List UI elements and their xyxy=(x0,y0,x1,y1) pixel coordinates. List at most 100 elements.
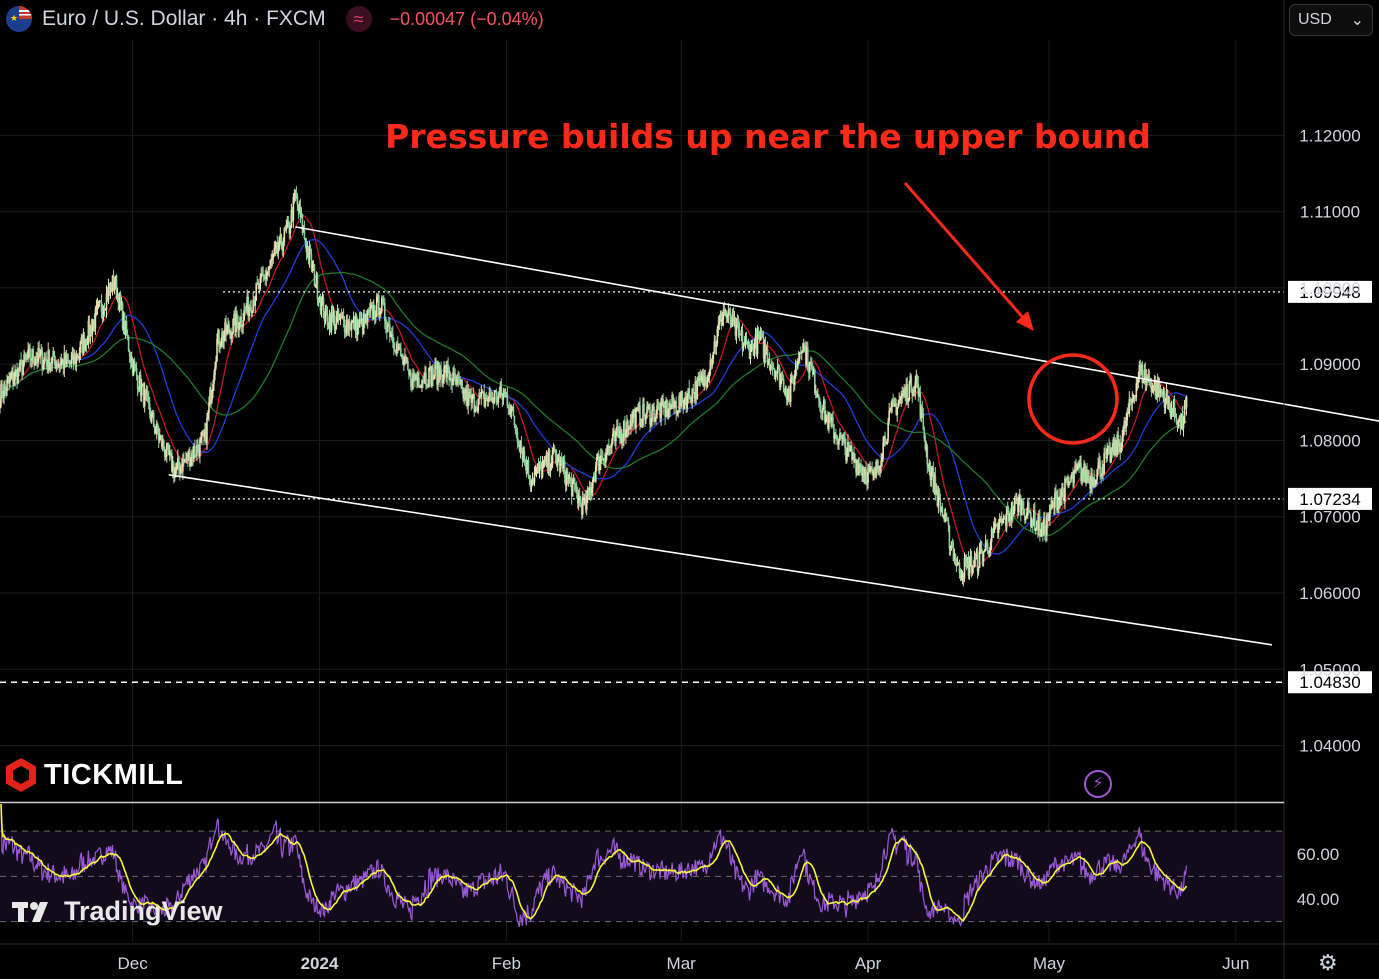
candle xyxy=(789,379,792,402)
candle xyxy=(1059,495,1061,507)
candle xyxy=(633,411,635,415)
candle xyxy=(594,465,597,482)
candle xyxy=(665,399,667,417)
candle xyxy=(1141,364,1144,384)
candle xyxy=(562,461,565,469)
candle xyxy=(653,406,655,422)
candle xyxy=(471,395,474,403)
candle xyxy=(1148,376,1151,382)
rsi-tick-label: 40.00 xyxy=(1297,890,1340,909)
currency-selector[interactable]: USD ⌄ xyxy=(1289,4,1373,36)
candle xyxy=(84,340,87,350)
candle xyxy=(304,237,307,244)
candle xyxy=(941,507,944,517)
candle xyxy=(31,349,33,361)
candle xyxy=(588,487,591,493)
candle xyxy=(855,459,857,473)
candle xyxy=(1136,382,1139,384)
candle xyxy=(428,367,430,388)
candle xyxy=(385,320,387,326)
candle xyxy=(405,356,407,364)
candle xyxy=(324,308,327,322)
horizontal-levels: 1.09948 1.07234 1.04830 xyxy=(0,280,1372,694)
candle xyxy=(98,300,101,304)
candle xyxy=(128,350,131,357)
candle xyxy=(208,402,210,414)
candle xyxy=(176,462,178,469)
candle xyxy=(810,365,813,369)
candle xyxy=(583,498,586,504)
candle xyxy=(188,450,190,461)
candle xyxy=(309,248,312,254)
candle xyxy=(326,314,329,327)
candle xyxy=(190,459,192,467)
candle xyxy=(96,305,99,308)
candle xyxy=(325,308,328,315)
candle xyxy=(334,324,337,329)
candle xyxy=(1037,521,1039,531)
candle xyxy=(106,293,109,301)
tickmill-logo: TICKMILL xyxy=(4,757,183,793)
candle xyxy=(153,426,156,434)
wave-icon[interactable]: ≈ xyxy=(345,6,372,32)
y-tick-label: 1.09000 xyxy=(1299,355,1360,374)
candle xyxy=(68,360,71,364)
candle xyxy=(861,468,863,476)
candle xyxy=(909,376,912,385)
candle xyxy=(536,465,539,468)
candle xyxy=(784,389,787,395)
settings-icon[interactable]: ⚙ xyxy=(1318,950,1338,975)
candle xyxy=(381,298,384,303)
candle xyxy=(400,348,402,357)
candle xyxy=(361,319,364,334)
candle xyxy=(1132,398,1135,400)
candle xyxy=(415,377,417,380)
candle xyxy=(1025,512,1028,517)
candle xyxy=(357,320,360,328)
candle xyxy=(434,364,436,377)
candle xyxy=(195,455,197,457)
candle xyxy=(1009,515,1012,520)
candle xyxy=(259,277,262,290)
lightning-icon[interactable]: ⚡ xyxy=(1084,770,1112,798)
candle xyxy=(857,461,859,475)
candle xyxy=(671,395,673,408)
candle xyxy=(109,283,112,291)
candle xyxy=(974,557,977,560)
candle xyxy=(76,354,79,358)
candle xyxy=(355,315,358,336)
candle xyxy=(276,242,279,253)
candle xyxy=(171,452,173,472)
candle xyxy=(854,459,856,463)
candle xyxy=(387,324,389,332)
candle xyxy=(454,373,456,380)
symbol-title[interactable]: Euro / U.S. Dollar · 4h · FXCM xyxy=(42,7,326,30)
candle xyxy=(335,315,338,325)
candle xyxy=(1053,502,1055,508)
candle xyxy=(1134,395,1137,398)
candle xyxy=(765,349,768,356)
candle xyxy=(772,368,775,370)
candle xyxy=(185,459,187,461)
candle xyxy=(482,391,485,393)
arrow-head xyxy=(1016,311,1034,331)
candle xyxy=(1050,504,1052,509)
candle xyxy=(1106,448,1108,459)
candle xyxy=(547,450,550,468)
candle xyxy=(286,220,289,228)
rsi-tick-label: 60.00 xyxy=(1297,845,1340,864)
candle xyxy=(981,551,984,562)
candle xyxy=(661,398,663,401)
candle xyxy=(346,320,349,330)
candle xyxy=(506,393,509,406)
candle xyxy=(164,456,167,458)
candle xyxy=(874,470,876,478)
candle xyxy=(323,318,326,322)
candle xyxy=(368,310,371,312)
candle xyxy=(70,359,73,364)
candle xyxy=(808,361,811,373)
candle xyxy=(410,372,412,387)
candle xyxy=(612,433,614,442)
candle xyxy=(951,545,954,548)
